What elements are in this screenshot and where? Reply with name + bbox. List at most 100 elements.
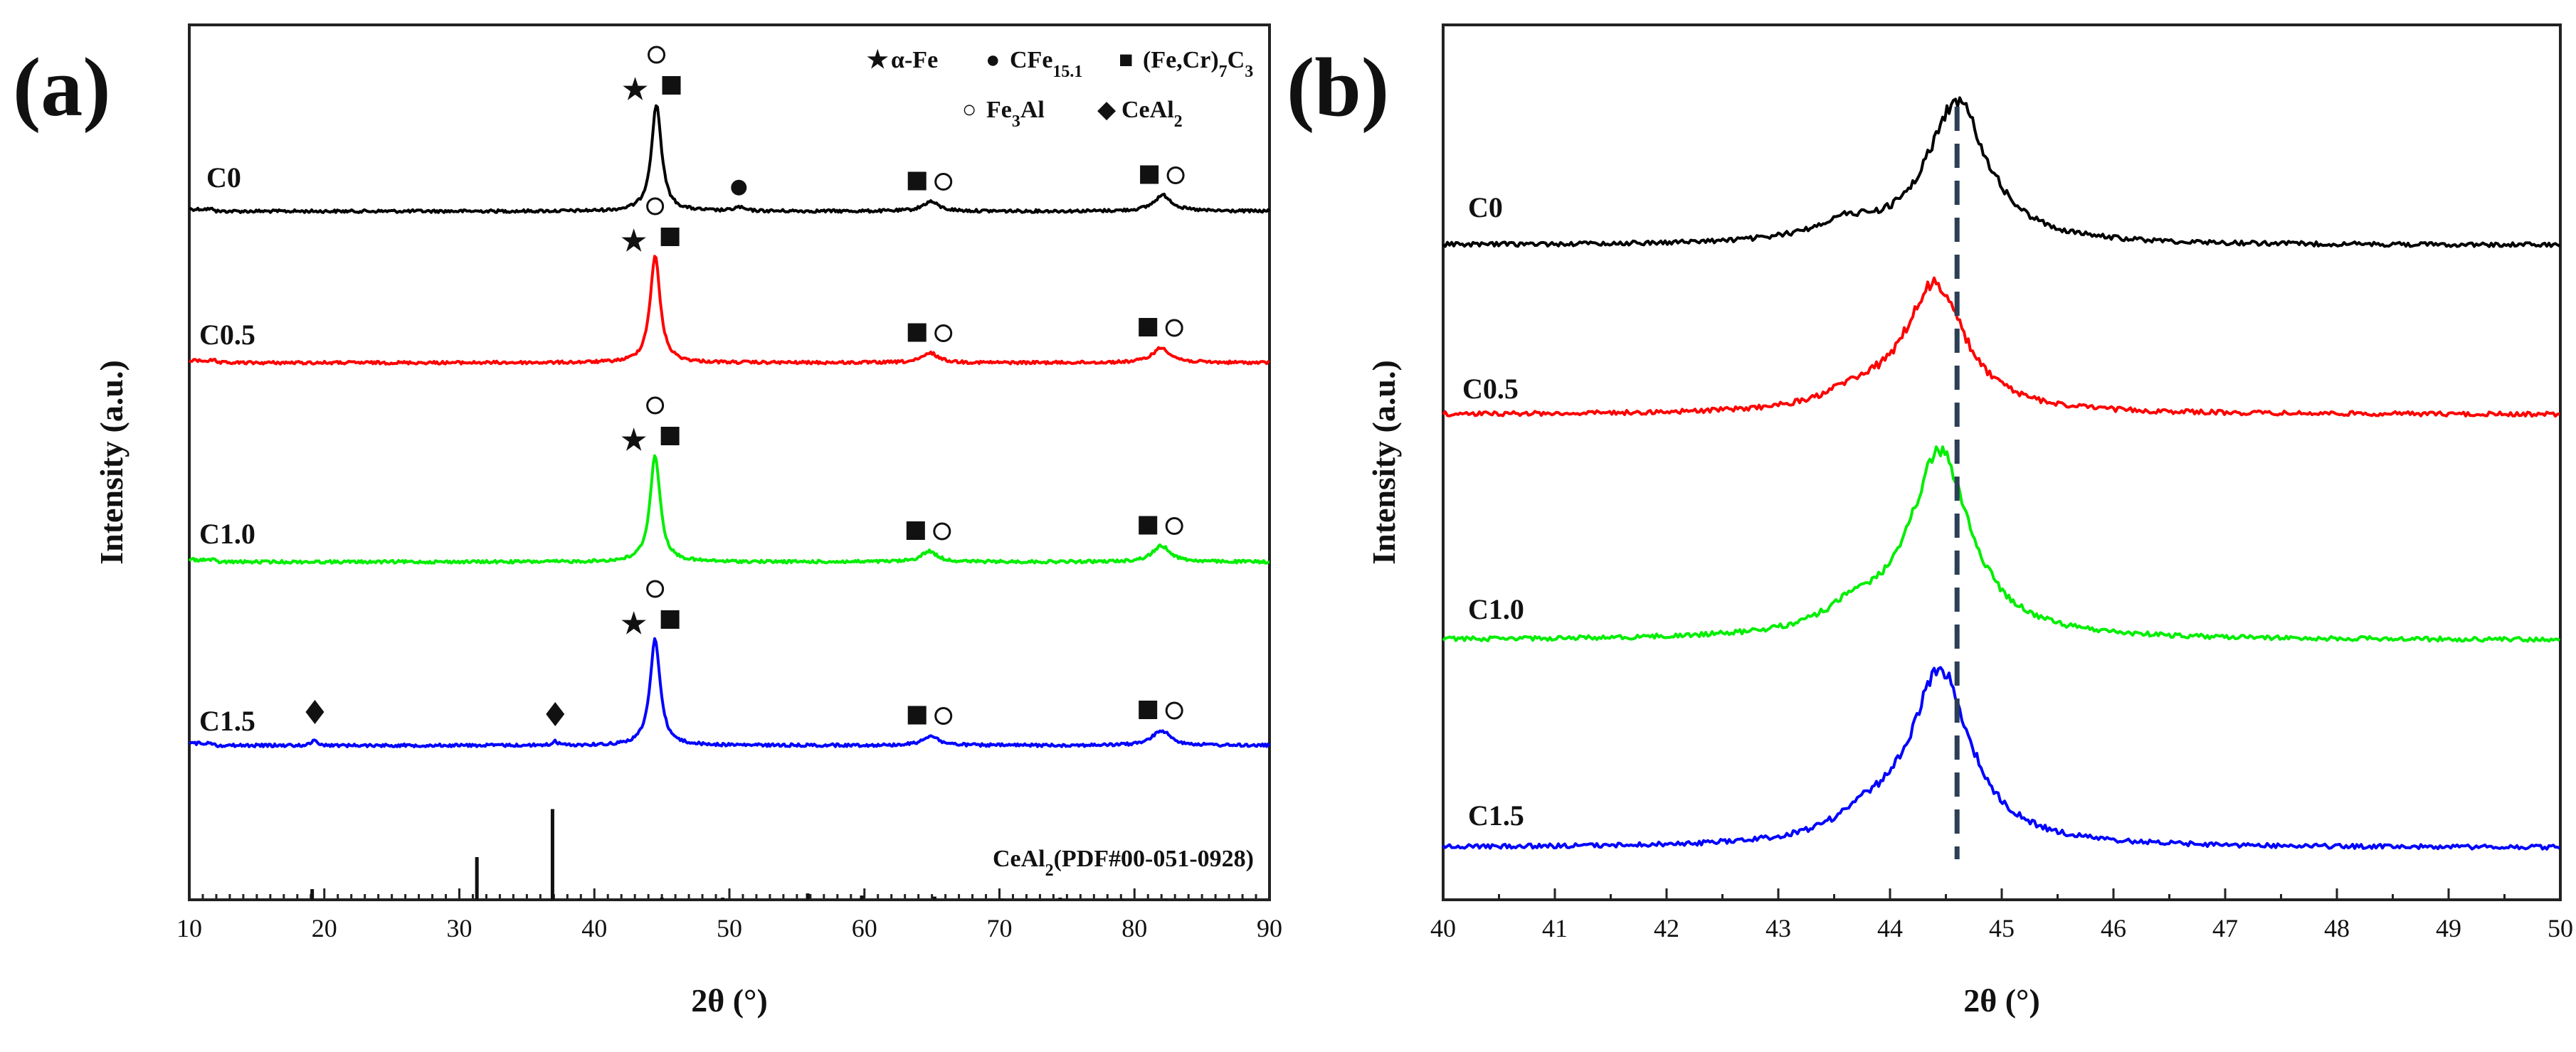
panel-b-series: C0 C0.5 C1.0 C1.5 [1442,96,2561,851]
legend-symbol: ■ [1119,47,1134,73]
x-tick-label: 50 [2548,914,2573,942]
fe3al-circle-marker [646,580,665,598]
fecr7c3-square-marker [1139,701,1158,719]
panel-b: (b) 40 41 42 43 44 45 46 47 48 49 50 C0 C0.5 C1.0 C1.… [1287,23,2573,1019]
alpha-fe-star-marker: ★ [621,607,647,639]
x-tick-label: 50 [717,914,742,942]
ceal2-diamond-marker [546,702,565,726]
reference-pattern-label: CeAl2(PDF#00-051-0928) [993,846,1254,880]
panel-b-label: (b) [1287,41,1389,134]
fecr7c3-square-marker [1139,318,1158,336]
peak-marker-group: ★ [621,197,680,257]
series-label: C1.0 [1468,593,1524,625]
panel-a-peak-annotations: ★ ★ ★ ★ [305,46,1185,726]
alpha-fe-star-marker: ★ [621,225,647,257]
panel-a-x-ticks: 10 20 30 40 50 60 70 80 90 [176,888,1282,942]
peak-marker-group [906,521,951,541]
legend-entry: CFe15.1 [1010,47,1082,81]
x-tick-label: 42 [1654,914,1679,942]
peak-marker-group: ★ [621,396,680,456]
x-tick-label: 45 [1989,914,2015,942]
legend-symbol: ★ [867,47,888,73]
series-line-C0.5 [188,255,1270,366]
panel-a-x-axis-title: 2θ (°) [691,982,768,1019]
x-tick-label: 40 [1430,914,1456,942]
series-label: C1.0 [199,518,255,550]
fecr7c3-square-marker [907,323,927,342]
x-tick-label: 30 [447,914,473,942]
x-tick-label: 70 [987,914,1013,942]
peak-marker-group [907,706,953,725]
series-label: C0.5 [1462,373,1519,405]
x-tick-label: 60 [852,914,877,942]
peak-marker-group [546,702,565,726]
series-line-C1.5 [1442,666,2560,851]
fecr7c3-square-marker [907,706,927,725]
series-line-C0 [1442,96,2560,248]
fecr7c3-square-marker [662,76,681,95]
panel-b-x-ticks: 40 41 42 43 44 45 46 47 48 49 50 [1430,888,2573,942]
peak-marker-group [1139,516,1183,535]
fecr7c3-square-marker [1140,165,1159,184]
fe3al-circle-marker [1166,166,1185,184]
legend-symbol: ◆ [1097,97,1117,123]
fe3al-circle-marker [1165,517,1183,535]
alpha-fe-star-marker: ★ [623,73,648,105]
series-label: C0 [1468,191,1503,223]
x-tick-label: 43 [1765,914,1791,942]
peak-marker-group [305,700,324,724]
x-tick-label: 10 [176,914,202,942]
panel-a-plot-frame [188,23,1271,901]
series-label: C1.5 [199,705,255,737]
x-tick-label: 46 [2101,914,2126,942]
fecr7c3-square-marker [660,427,680,445]
series-label: C0 [206,161,241,193]
x-tick-label: 48 [2324,914,2350,942]
x-tick-label: 44 [1877,914,1903,942]
x-tick-label: 47 [2212,914,2238,942]
fe3al-circle-marker [646,197,665,216]
panel-a-phase-legend: ★ α-Fe ● CFe15.1 ■ (Fe,Cr)7C3 ○ Fe3Al ◆ CeAl2 [867,47,1253,131]
panel-b-x-axis-title: 2θ (°) [1963,982,2040,1019]
peak-marker-group [1140,165,1185,184]
fe3al-circle-marker [1165,319,1183,337]
series-line-C1.0 [1442,445,2561,643]
x-tick-label: 90 [1257,914,1282,942]
legend-symbol: ○ [962,97,977,123]
legend-entry: α-Fe [891,47,938,73]
peak-marker-group [1139,701,1183,720]
series-label: C0.5 [199,319,255,351]
series-line-C1.0 [188,454,1270,565]
legend-entry: Fe3Al [986,97,1045,131]
fe3al-circle-marker [934,173,953,191]
peak-marker-group [731,179,747,196]
x-tick-label: 41 [1542,914,1568,942]
legend-entry: CeAl2 [1121,97,1183,131]
alpha-fe-star-marker: ★ [621,424,647,456]
fecr7c3-square-marker [906,521,925,540]
fe3al-circle-marker [646,396,665,415]
x-tick-label: 40 [581,914,607,942]
x-tick-label: 20 [312,914,337,942]
series-line-C0.5 [1442,276,2560,418]
x-tick-label: 49 [2436,914,2461,942]
peak-marker-group: ★ [621,580,680,639]
panel-a-series: C0 C0.5 C1.0 C1.5 [188,104,1271,748]
fe3al-circle-marker [933,522,951,541]
fecr7c3-square-marker [660,610,680,629]
series-label: C1.5 [1468,799,1524,831]
panel-a-y-axis-title: Intensity (a.u.) [93,360,130,565]
fecr7c3-square-marker [660,228,680,246]
fe3al-circle-marker [934,324,953,342]
fe3al-circle-marker [648,46,666,64]
series-line-C0 [188,104,1271,214]
peak-marker-group: ★ [623,46,681,105]
legend-entry: (Fe,Cr)7C3 [1143,47,1253,81]
panel-a-label: (a) [13,41,111,134]
panel-b-y-axis-title: Intensity (a.u.) [1366,360,1402,565]
ceal2-diamond-marker [305,700,324,724]
panel-a-reference-pattern [256,809,1245,900]
cfe15-dot-marker [731,179,747,196]
